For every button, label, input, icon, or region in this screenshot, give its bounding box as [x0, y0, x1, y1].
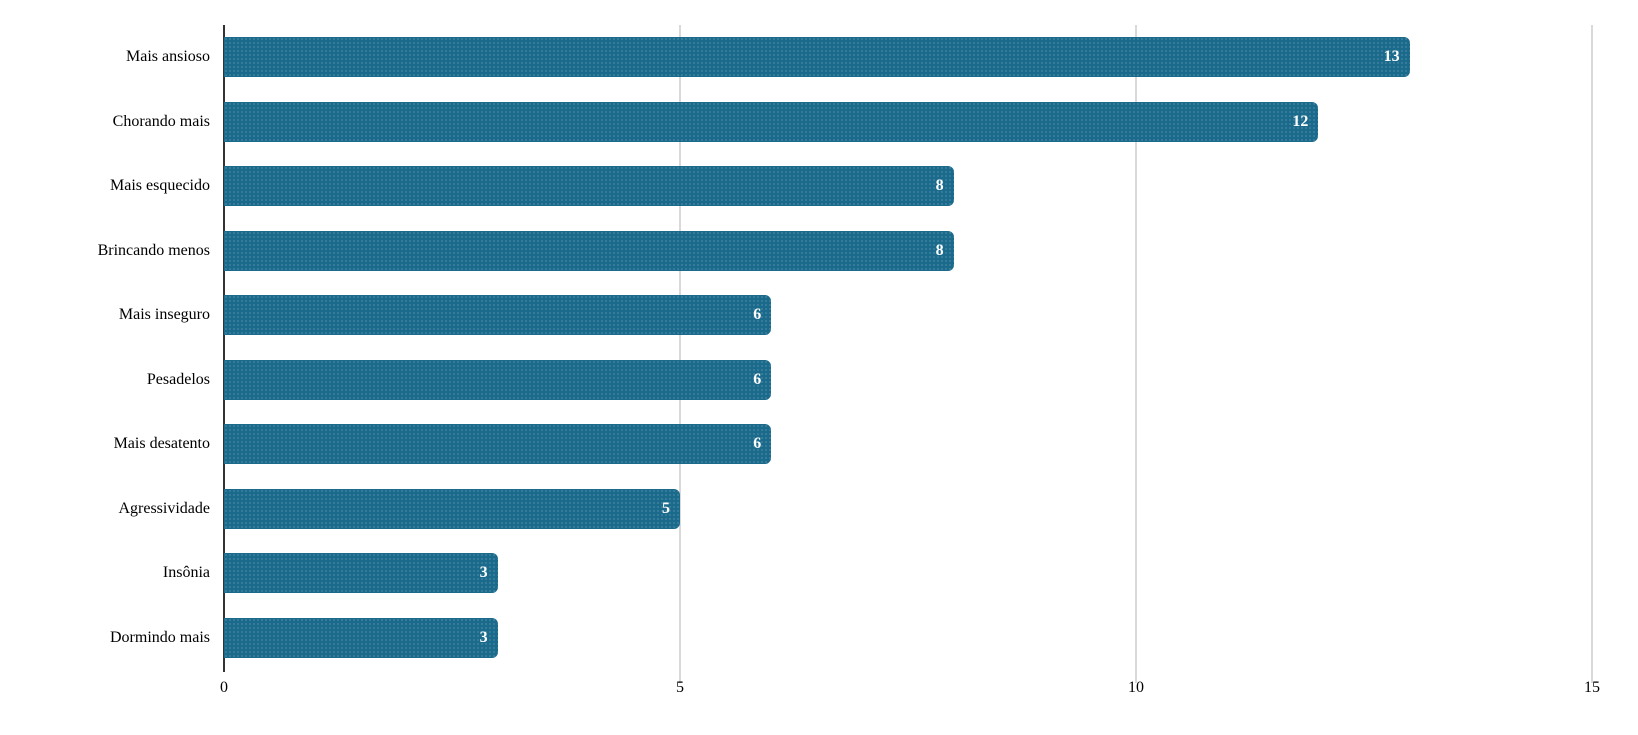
bar: 5 [224, 488, 680, 529]
bar-row: Mais desatento 6 [114, 412, 1592, 477]
bar-value-label: 6 [753, 435, 762, 453]
bar: 8 [224, 166, 954, 207]
bar-rows: Mais ansioso 13 Chorando mais 12 Mais es… [98, 25, 1592, 671]
bar-value-label: 12 [1292, 112, 1309, 130]
bar-row: Mais inseguro 6 [119, 283, 1592, 348]
category-label: Pesadelos [146, 370, 210, 388]
x-tick-label: 0 [220, 679, 228, 696]
category-label: Insônia [162, 564, 210, 582]
category-label: Mais esquecido [110, 177, 210, 195]
bar: 6 [224, 424, 772, 465]
bar-row: Chorando mais 12 [113, 90, 1592, 155]
gridline [679, 25, 681, 683]
bar-row: Dormindo mais 3 [110, 606, 1592, 671]
x-tick-label: 5 [676, 679, 684, 696]
bar: 3 [224, 617, 498, 658]
bar-value-label: 13 [1383, 48, 1400, 66]
category-label: Chorando mais [112, 112, 210, 130]
category-label: Dormindo mais [110, 628, 210, 646]
category-label: Agressividade [118, 499, 210, 517]
gridline [1591, 25, 1593, 683]
category-axis-line [223, 25, 225, 672]
bar-value-label: 3 [479, 628, 488, 646]
gridline [1135, 25, 1137, 683]
bar: 13 [224, 37, 1410, 78]
category-label: Mais ansioso [126, 48, 210, 66]
category-label: Brincando menos [97, 241, 210, 259]
x-axis-ticks: 0 5 10 15 [220, 678, 1600, 700]
bar-row: Mais ansioso 13 [126, 25, 1592, 90]
x-tick-label: 10 [1128, 679, 1144, 696]
bar-row: Agressividade 5 [118, 477, 1592, 542]
category-label: Mais desatento [113, 435, 210, 453]
bar: 8 [224, 230, 954, 271]
bar-value-label: 5 [662, 499, 670, 517]
bar: 3 [224, 553, 498, 594]
bar-row: Mais esquecido 8 [110, 154, 1592, 219]
bar-row: Brincando menos 8 [98, 219, 1592, 284]
bar: 6 [224, 295, 772, 336]
bar-row: Insônia 3 [163, 541, 1592, 606]
bar-value-label: 6 [753, 306, 762, 324]
bar: 12 [224, 101, 1319, 142]
bar: 6 [224, 359, 772, 400]
bar-value-label: 6 [753, 370, 762, 388]
bar-row: Pesadelos 6 [147, 348, 1592, 413]
x-tick-label: 15 [1584, 679, 1600, 696]
category-label: Mais inseguro [118, 306, 210, 324]
plot-area: Mais ansioso 13 Chorando mais 12 Mais es… [98, 25, 1593, 683]
bar-value-label: 8 [935, 177, 944, 195]
bar-value-label: 3 [479, 564, 488, 582]
bar-value-label: 8 [935, 241, 944, 259]
